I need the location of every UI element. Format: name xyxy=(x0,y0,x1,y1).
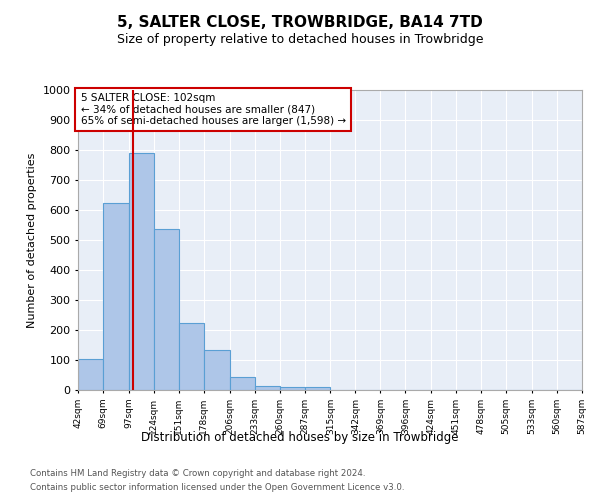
Bar xyxy=(204,350,230,390)
Bar xyxy=(78,359,103,390)
Bar xyxy=(280,386,305,390)
Y-axis label: Number of detached properties: Number of detached properties xyxy=(27,152,37,328)
Text: Distribution of detached houses by size in Trowbridge: Distribution of detached houses by size … xyxy=(141,431,459,444)
Text: Contains public sector information licensed under the Open Government Licence v3: Contains public sector information licen… xyxy=(30,484,404,492)
Text: 5, SALTER CLOSE, TROWBRIDGE, BA14 7TD: 5, SALTER CLOSE, TROWBRIDGE, BA14 7TD xyxy=(117,15,483,30)
Text: Size of property relative to detached houses in Trowbridge: Size of property relative to detached ho… xyxy=(117,32,483,46)
Bar xyxy=(154,229,179,390)
Bar xyxy=(305,387,331,390)
Bar xyxy=(179,324,204,390)
Bar xyxy=(230,378,254,390)
Bar xyxy=(103,204,129,390)
Text: 5 SALTER CLOSE: 102sqm
← 34% of detached houses are smaller (847)
65% of semi-de: 5 SALTER CLOSE: 102sqm ← 34% of detached… xyxy=(80,93,346,126)
Text: Contains HM Land Registry data © Crown copyright and database right 2024.: Contains HM Land Registry data © Crown c… xyxy=(30,468,365,477)
Bar xyxy=(254,386,280,390)
Bar xyxy=(129,153,154,390)
